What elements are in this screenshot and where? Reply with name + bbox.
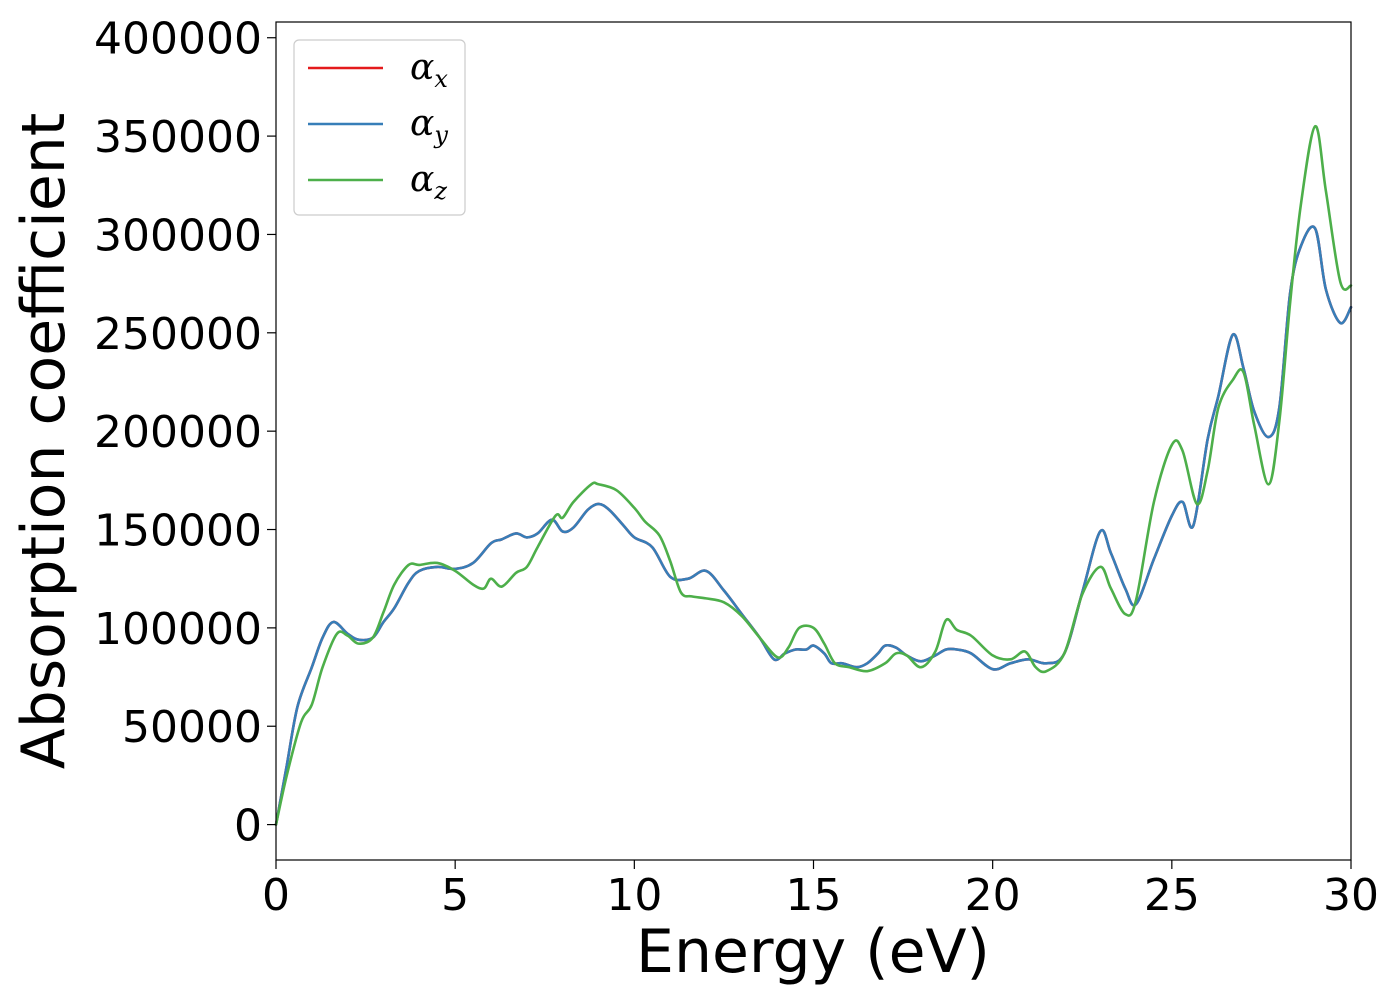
- y-tick-label: 300000: [94, 210, 262, 261]
- series-line-alpha-z: [274, 124, 1353, 826]
- y-tick-label: 150000: [94, 506, 262, 557]
- x-tick-label: 30: [1323, 870, 1379, 921]
- y-tick-label: 400000: [94, 14, 262, 65]
- x-axis: 0 5 10 15 20 25 30: [262, 860, 1379, 921]
- series-layer: [274, 124, 1353, 826]
- x-tick-label: 20: [965, 870, 1021, 921]
- y-axis: 0 50000 100000 150000 200000 250000 300000 3500…: [94, 14, 276, 852]
- y-axis-label: Absorption coefficient: [9, 113, 79, 770]
- x-tick-label: 10: [606, 870, 662, 921]
- x-tick-label: 25: [1144, 870, 1200, 921]
- y-tick-label: 0: [234, 801, 262, 852]
- y-tick-label: 100000: [94, 604, 262, 655]
- legend-box: [293, 39, 466, 216]
- legend-label-alpha-y: αy: [410, 103, 448, 149]
- y-tick-label: 250000: [94, 309, 262, 360]
- y-tick-label: 200000: [94, 407, 262, 458]
- x-axis-label: Energy (eV): [636, 917, 990, 987]
- x-tick-label: 0: [262, 870, 290, 921]
- x-tick-label: 5: [441, 870, 469, 921]
- x-tick-label: 15: [786, 870, 842, 921]
- y-tick-label: 50000: [122, 702, 262, 753]
- y-tick-label: 350000: [94, 112, 262, 163]
